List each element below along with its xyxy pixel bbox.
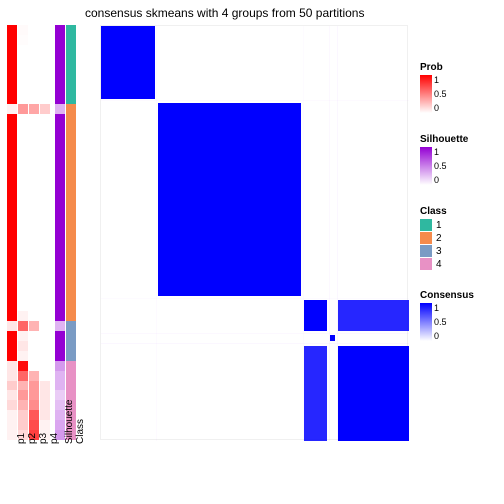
legend-tick: 0.5 [434, 317, 447, 327]
annot-p3 [29, 25, 39, 440]
legend-swatch [420, 219, 432, 231]
legend-swatch [420, 232, 432, 244]
legend-title: Class [420, 206, 447, 217]
heatmap-block [158, 103, 301, 296]
heatmap-block [304, 300, 327, 331]
plot-title: consensus skmeans with 4 groups from 50 … [85, 6, 364, 20]
legend-tick: 1 [434, 75, 447, 85]
heatmap-block [338, 346, 409, 441]
axis-label-p2: p2 [27, 433, 38, 444]
axis-label-p1: p1 [16, 433, 27, 444]
heatmap-block [101, 26, 155, 99]
axis-label-p4: p4 [49, 433, 60, 444]
legend-item-label: 1 [436, 220, 442, 231]
legend-tick: 1 [434, 147, 447, 157]
axis-label-p3: p3 [38, 433, 49, 444]
legend-item-label: 3 [436, 246, 442, 257]
legend-consensus: Consensus 1 0.5 0 [420, 290, 474, 341]
legend-tick: 1 [434, 303, 447, 313]
legend-tick: 0 [434, 331, 447, 341]
legend-title: Consensus [420, 290, 474, 301]
legend-class: Class 1 2 3 4 [420, 206, 447, 271]
legend-tick: 0 [434, 175, 447, 185]
legend-item-label: 2 [436, 233, 442, 244]
annot-silhouette [55, 25, 65, 440]
legend-silhouette: Silhouette 1 0.5 0 [420, 134, 468, 185]
annot-class [66, 25, 76, 440]
legend-tick: 0.5 [434, 89, 447, 99]
annot-p2 [18, 25, 28, 440]
legend-title: Prob [420, 62, 447, 73]
legend-tick: 0 [434, 103, 447, 113]
annot-p4 [40, 25, 50, 440]
axis-label-silhouette: Silhouette [64, 400, 75, 444]
consensus-heatmap [100, 25, 408, 440]
legend-swatch [420, 258, 432, 270]
legend-prob: Prob 1 0.5 0 [420, 62, 447, 113]
legend-swatch [420, 245, 432, 257]
legend-tick: 0.5 [434, 161, 447, 171]
legend-title: Silhouette [420, 134, 468, 145]
axis-label-class: Class [75, 419, 86, 444]
legend-item-label: 4 [436, 259, 442, 270]
heatmap-block [330, 335, 335, 341]
annot-p1 [7, 25, 17, 440]
